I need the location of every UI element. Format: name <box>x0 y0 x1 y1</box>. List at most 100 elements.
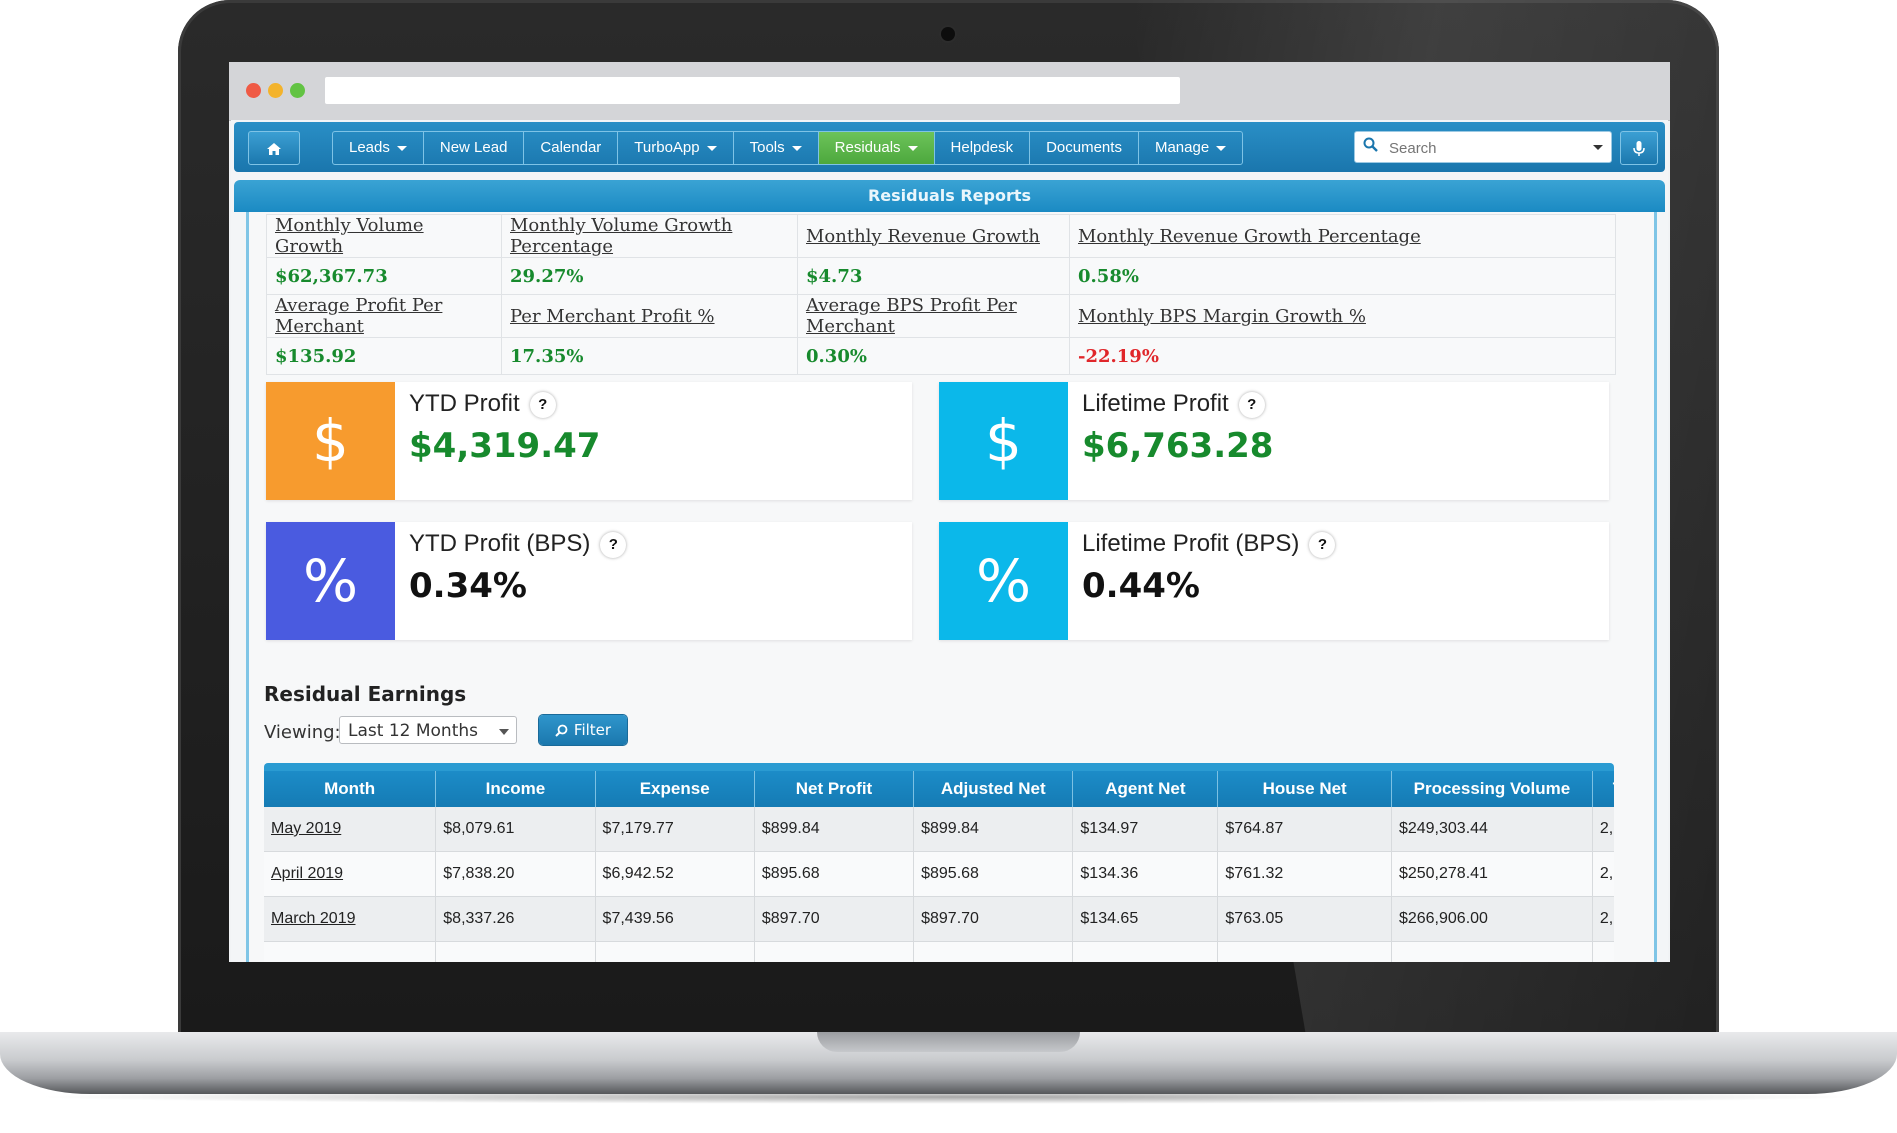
nav-item-label: Leads <box>349 139 390 156</box>
residuals-panel: Monthly Volume Growth Monthly Volume Gro… <box>246 212 1657 962</box>
table-cell: $250,278.41 <box>1391 851 1593 897</box>
help-icon[interactable]: ? <box>1238 391 1265 418</box>
close-window-button[interactable] <box>246 83 261 98</box>
ytd-profit-bps-card: % YTD Profit (BPS)? 0.34% <box>266 522 912 640</box>
maximize-window-button[interactable] <box>290 83 305 98</box>
mic-button[interactable] <box>1620 131 1658 165</box>
card-title: YTD Profit (BPS) <box>409 530 591 557</box>
month-link[interactable]: April 2019 <box>271 865 344 882</box>
column-header[interactable]: Processing Volume <box>1391 771 1593 807</box>
search-icon <box>555 724 568 737</box>
table-cell: $895.68 <box>913 851 1074 897</box>
table-cell: $7,838.20 <box>435 851 596 897</box>
help-icon[interactable]: ? <box>600 531 627 558</box>
table-cell: $249,303.44 <box>1391 807 1593 852</box>
nav-item-new-lead[interactable]: New Lead <box>424 132 525 164</box>
stat-label[interactable]: Per Merchant Profit % <box>510 305 715 327</box>
column-header[interactable]: Adjusted Net <box>913 771 1074 807</box>
column-header[interactable]: Net Profit <box>754 771 915 807</box>
home-icon <box>267 142 281 155</box>
nav-item-leads[interactable]: Leads <box>333 132 424 164</box>
chevron-down-icon[interactable] <box>1593 145 1603 150</box>
search-input[interactable] <box>1387 132 1586 164</box>
stat-value: 0.30% <box>806 345 867 367</box>
table-cell: $899.84 <box>913 807 1074 852</box>
table-cell: $6,942.52 <box>595 851 755 897</box>
column-header[interactable]: Expense <box>595 771 755 807</box>
table-cell: $764.87 <box>1217 807 1392 852</box>
stat-value: $4.73 <box>806 265 863 287</box>
nav-item-residuals[interactable]: Residuals <box>818 132 935 164</box>
panel-header: Residuals Reports <box>234 180 1665 212</box>
nav-item-documents[interactable]: Documents <box>1030 132 1139 164</box>
card-value: 0.34% <box>409 566 527 606</box>
nav-item-label: Residuals <box>834 139 901 156</box>
search-icon <box>1363 137 1378 156</box>
chevron-down-icon <box>1216 145 1227 151</box>
nav-menu: Leads New Lead Calendar TurboApp Tools Residu… <box>332 131 1244 165</box>
search-box[interactable] <box>1354 131 1612 164</box>
lifetime-profit-bps-card: % Lifetime Profit (BPS)? 0.44% <box>939 522 1609 640</box>
stat-label[interactable]: Monthly BPS Margin Growth % <box>1078 305 1366 327</box>
card-value: 0.44% <box>1082 566 1200 606</box>
help-icon[interactable]: ? <box>529 391 556 418</box>
nav-item-tools[interactable]: Tools <box>734 132 819 164</box>
stat-label[interactable]: Monthly Revenue Growth <box>806 225 1040 247</box>
table-cell: April 2019 <box>264 851 437 897</box>
column-header[interactable]: T <box>1592 771 1614 807</box>
table-cell <box>435 941 596 962</box>
stat-label[interactable]: Monthly Volume Growth <box>275 215 424 257</box>
table-cell: 2, <box>1592 851 1614 897</box>
table-cell <box>913 941 1074 962</box>
stat-label[interactable]: Average Profit Per Merchant <box>275 295 443 337</box>
nav-item-label: Tools <box>749 139 785 156</box>
table-cell <box>1217 941 1392 962</box>
browser-bar <box>229 62 1670 121</box>
earnings-table: Month Income Expense Net Profit Adjusted Net… <box>264 771 1614 962</box>
ytd-profit-card: $ YTD Profit? $4,319.47 <box>266 382 912 500</box>
column-header[interactable]: Month <box>264 771 437 807</box>
column-header[interactable]: Agent Net <box>1072 771 1219 807</box>
table-row <box>264 941 1614 962</box>
chevron-down-icon <box>396 145 407 151</box>
stat-value: $135.92 <box>275 345 357 367</box>
nav-item-calendar[interactable]: Calendar <box>524 132 619 164</box>
chevron-down-icon <box>907 145 918 151</box>
card-title: Lifetime Profit (BPS) <box>1082 530 1300 557</box>
chevron-down-icon <box>791 145 802 151</box>
table-header-row: Month Income Expense Net Profit Adjusted Net… <box>264 771 1614 807</box>
nav-item-manage[interactable]: Manage <box>1139 132 1242 164</box>
nav-item-label: Calendar <box>540 139 602 156</box>
card-title: Lifetime Profit <box>1082 390 1229 417</box>
table-cell: $763.05 <box>1217 896 1392 942</box>
month-link[interactable]: May 2019 <box>271 820 342 837</box>
stat-value: 29.27% <box>510 265 584 287</box>
table-cell: $895.68 <box>754 851 915 897</box>
section-title: Residual Earnings <box>264 682 467 706</box>
table-row: March 2019 $8,337.26 $7,439.56 $897.70 $897.… <box>264 896 1614 942</box>
table-cell: $761.32 <box>1217 851 1392 897</box>
column-header[interactable]: Income <box>435 771 596 807</box>
table-cell: $897.70 <box>913 896 1074 942</box>
stat-label[interactable]: Monthly Revenue Growth Percentage <box>1078 225 1421 247</box>
table-cell <box>264 941 437 962</box>
screen: Leads New Lead Calendar TurboApp Tools Residu… <box>229 62 1670 962</box>
viewing-select[interactable]: Last 12 Months <box>339 716 517 744</box>
help-icon[interactable]: ? <box>1309 531 1336 558</box>
stat-label[interactable]: Monthly Volume Growth Percentage <box>510 215 733 257</box>
filter-button[interactable]: Filter <box>539 715 627 745</box>
table-cell: $134.36 <box>1072 851 1219 897</box>
stat-label[interactable]: Average BPS Profit Per Merchant <box>806 295 1017 337</box>
table-cell: $899.84 <box>754 807 915 852</box>
nav-item-label: Documents <box>1046 139 1122 156</box>
address-bar[interactable] <box>325 77 1180 104</box>
month-link[interactable]: March 2019 <box>271 910 356 927</box>
nav-item-helpdesk[interactable]: Helpdesk <box>935 132 1031 164</box>
table-row: May 2019 $8,079.61 $7,179.77 $899.84 $899.84… <box>264 807 1614 852</box>
column-header[interactable]: House Net <box>1217 771 1392 807</box>
minimize-window-button[interactable] <box>268 83 283 98</box>
home-button[interactable] <box>248 131 300 165</box>
nav-item-turboapp[interactable]: TurboApp <box>618 132 734 164</box>
card-value: $4,319.47 <box>409 426 601 466</box>
laptop-notch <box>817 1032 1080 1052</box>
